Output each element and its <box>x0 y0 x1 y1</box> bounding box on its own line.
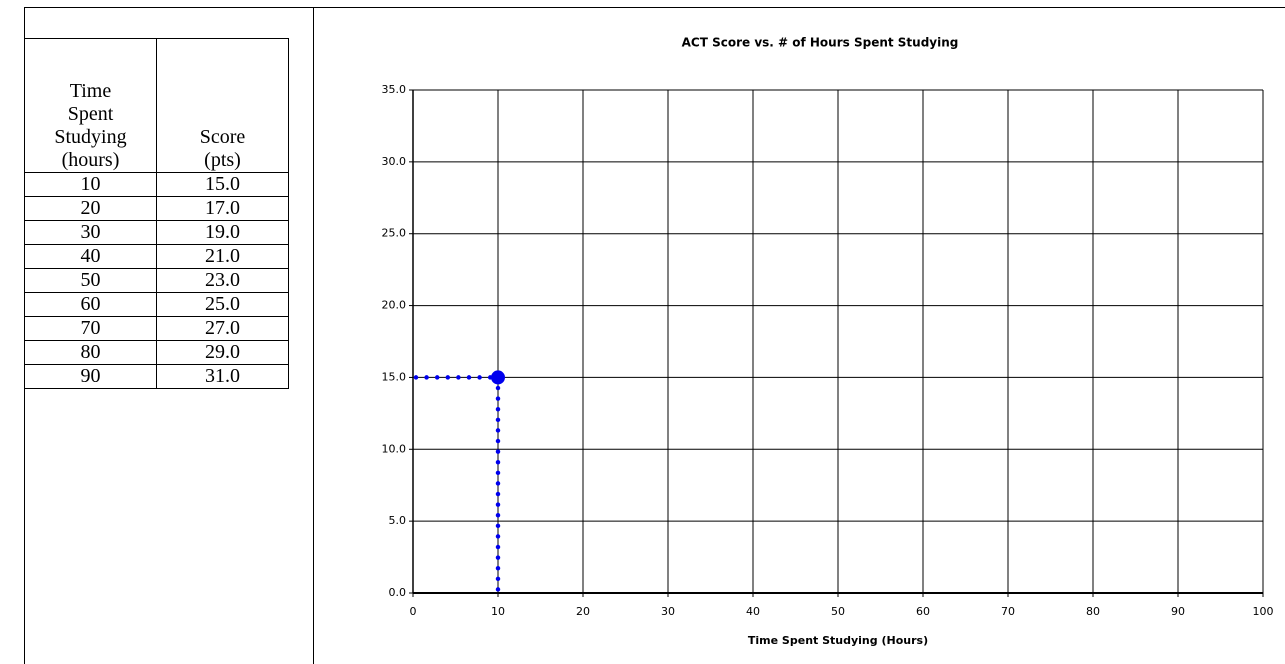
x-tick-label: 0 <box>410 605 417 618</box>
table-row: 60 25.0 <box>24 292 289 317</box>
table-cell: 60 <box>24 292 157 317</box>
x-tick-label: 30 <box>661 605 675 618</box>
x-tick-label: 80 <box>1086 605 1100 618</box>
table-cell: 30 <box>24 220 157 245</box>
header-cell: Score (pts) <box>156 38 289 173</box>
table-row: 90 31.0 <box>24 364 289 389</box>
x-tick-label: 60 <box>916 605 930 618</box>
point <box>491 370 505 385</box>
chart-title: ACT Score vs. # of Hours Spent Studying <box>682 36 959 50</box>
table-row: 70 27.0 <box>24 316 289 341</box>
x-tick-label: 90 <box>1171 605 1185 618</box>
table-row: 40 21.0 <box>24 244 289 269</box>
x-tick-label: 20 <box>576 605 590 618</box>
divider <box>313 7 314 664</box>
y-tick-label: 25.0 <box>382 227 407 240</box>
y-tick-label: 0.0 <box>389 586 407 599</box>
table-cell: 10 <box>24 172 157 197</box>
header-text: Score (pts) <box>199 126 246 171</box>
table-row: 10 15.0 <box>24 172 289 197</box>
x-tick-label: 10 <box>491 605 505 618</box>
y-tick-label: 10.0 <box>382 442 407 455</box>
table-cell: 27.0 <box>156 316 289 341</box>
table-cell: 40 <box>24 244 157 269</box>
header-cell: Time Spent Studying (hours) <box>24 38 157 173</box>
x-axis-label: Time Spent Studying (Hours) <box>748 634 928 647</box>
table-cell: 31.0 <box>156 364 289 389</box>
table-cell: 21.0 <box>156 244 289 269</box>
table-cell: 90 <box>24 364 157 389</box>
x-tick-label: 70 <box>1001 605 1015 618</box>
table-cell: 29.0 <box>156 340 289 365</box>
y-tick-label: 35.0 <box>382 83 407 96</box>
table-cell: 50 <box>24 268 157 293</box>
x-tick-label: 50 <box>831 605 845 618</box>
data-table: Time Spent Studying (hours) Score (pts) … <box>24 38 289 389</box>
table-cell: 17.0 <box>156 196 289 221</box>
y-tick-label: 5.0 <box>389 514 407 527</box>
table-row: 20 17.0 <box>24 196 289 221</box>
x-tick-label: 40 <box>746 605 760 618</box>
table-cell: 70 <box>24 316 157 341</box>
y-tick-label: 20.0 <box>382 299 407 312</box>
x-tick-label: 100 <box>1253 605 1274 618</box>
header-text: Time Spent Studying (hours) <box>54 80 127 171</box>
y-tick-label: 30.0 <box>382 155 407 168</box>
y-tick-label: 15.0 <box>382 370 407 383</box>
